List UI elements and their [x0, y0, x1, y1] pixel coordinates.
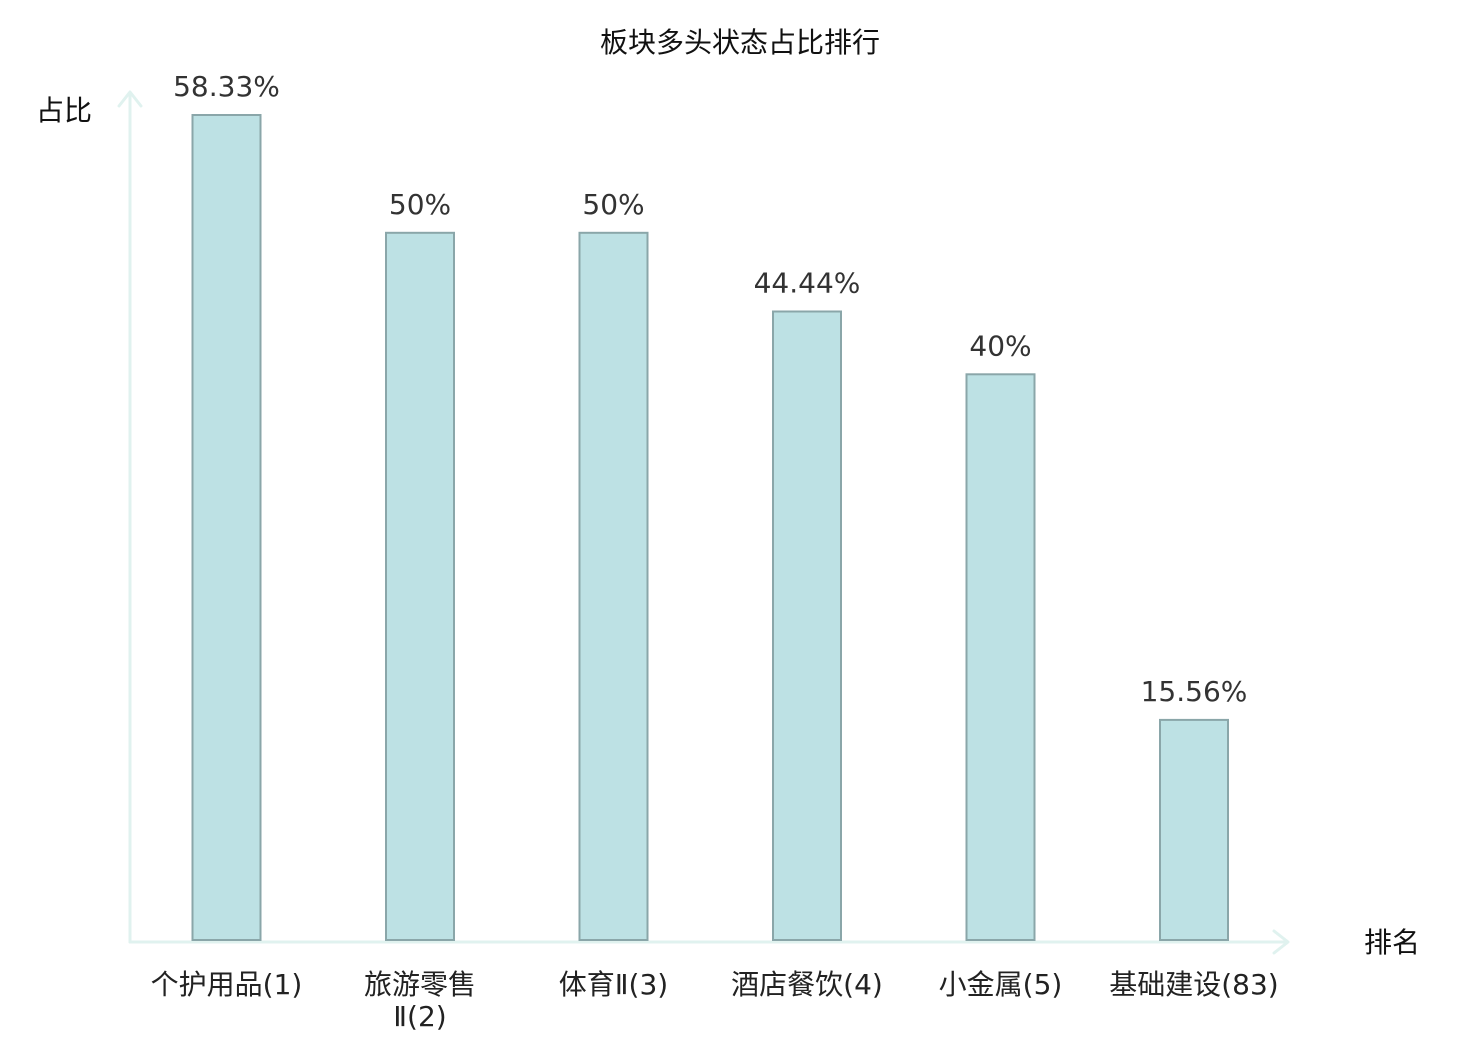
- x-tick-label: 小金属(5): [939, 968, 1063, 1001]
- x-tick-label: 旅游零售 Ⅱ(2): [364, 968, 476, 1033]
- x-axis-label: 排名: [1364, 926, 1420, 959]
- data-label: 50%: [389, 188, 451, 221]
- data-label: 58.33%: [173, 70, 280, 103]
- bar: [191, 114, 262, 941]
- x-axis-arrow: [1272, 929, 1290, 955]
- bar: [965, 373, 1036, 941]
- data-label: 15.56%: [1141, 675, 1248, 708]
- x-tick-label: 个护用品(1): [151, 968, 303, 1001]
- data-label: 44.44%: [754, 267, 861, 300]
- bar: [772, 310, 842, 941]
- bar: [1159, 718, 1229, 942]
- y-axis-arrow: [117, 90, 143, 108]
- x-tick-label: 体育Ⅱ(3): [559, 968, 668, 1001]
- x-tick-label: 酒店餐饮(4): [731, 968, 883, 1001]
- data-label: 50%: [582, 188, 644, 221]
- chart-title: 板块多头状态占比排行: [600, 26, 880, 59]
- x-tick-label: 基础建设(83): [1109, 968, 1278, 1001]
- bar-group: 58.33% 个护用品(1) 50% 旅游零售 Ⅱ(2) 50% 体育Ⅱ(3) 44.44% 酒…: [151, 70, 1279, 1033]
- data-label: 40%: [969, 329, 1031, 362]
- bar: [385, 231, 455, 942]
- y-axis-label: 占比: [36, 94, 92, 127]
- bar: [578, 231, 649, 942]
